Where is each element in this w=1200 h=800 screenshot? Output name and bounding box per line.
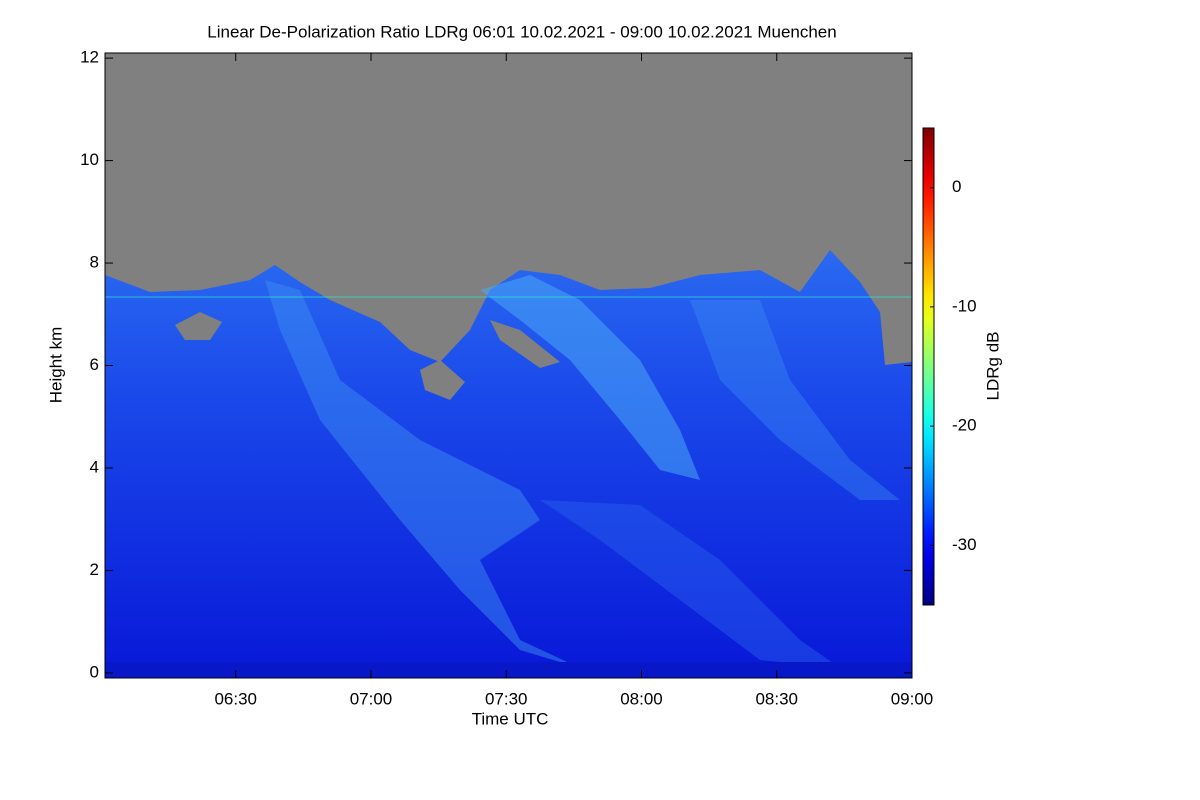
ground-layer: [105, 662, 912, 678]
x-tick-label: 08:00: [620, 689, 663, 708]
colorbar-tick-label: -20: [952, 416, 977, 435]
fallstreak: [540, 500, 840, 668]
y-axis-label: Height km: [46, 327, 65, 404]
heatmap: [105, 53, 912, 678]
x-tick-label: 08:30: [755, 689, 798, 708]
chart-title: Linear De-Polarization Ratio LDRg 06:01 …: [207, 22, 836, 41]
colorbar-tick-label: -30: [952, 535, 977, 554]
ice-streak: [480, 275, 700, 480]
x-axis-label: Time UTC: [472, 709, 549, 728]
no-data-hole: [175, 312, 560, 400]
y-tick-label: 10: [80, 150, 99, 169]
ice-streak: [265, 280, 580, 668]
ice-streak: [690, 300, 900, 500]
colorbar: [922, 127, 935, 606]
cloud-field: [105, 250, 912, 678]
x-tick-label: 07:00: [350, 689, 393, 708]
y-tick-label: 4: [90, 457, 99, 476]
y-tick-label: 2: [90, 560, 99, 579]
y-tick-label: 12: [80, 48, 99, 67]
colorbar-tick-label: -10: [952, 296, 977, 315]
colorbar-tick-label: 0: [952, 177, 961, 196]
x-tick-label: 06:30: [214, 689, 257, 708]
y-tick-label: 6: [90, 355, 99, 374]
y-tick-label: 8: [90, 253, 99, 272]
x-tick-label: 09:00: [891, 689, 934, 708]
y-tick-label: 0: [90, 662, 99, 681]
x-tick-label: 07:30: [485, 689, 528, 708]
colorbar-label: LDRg dB: [983, 332, 1002, 401]
